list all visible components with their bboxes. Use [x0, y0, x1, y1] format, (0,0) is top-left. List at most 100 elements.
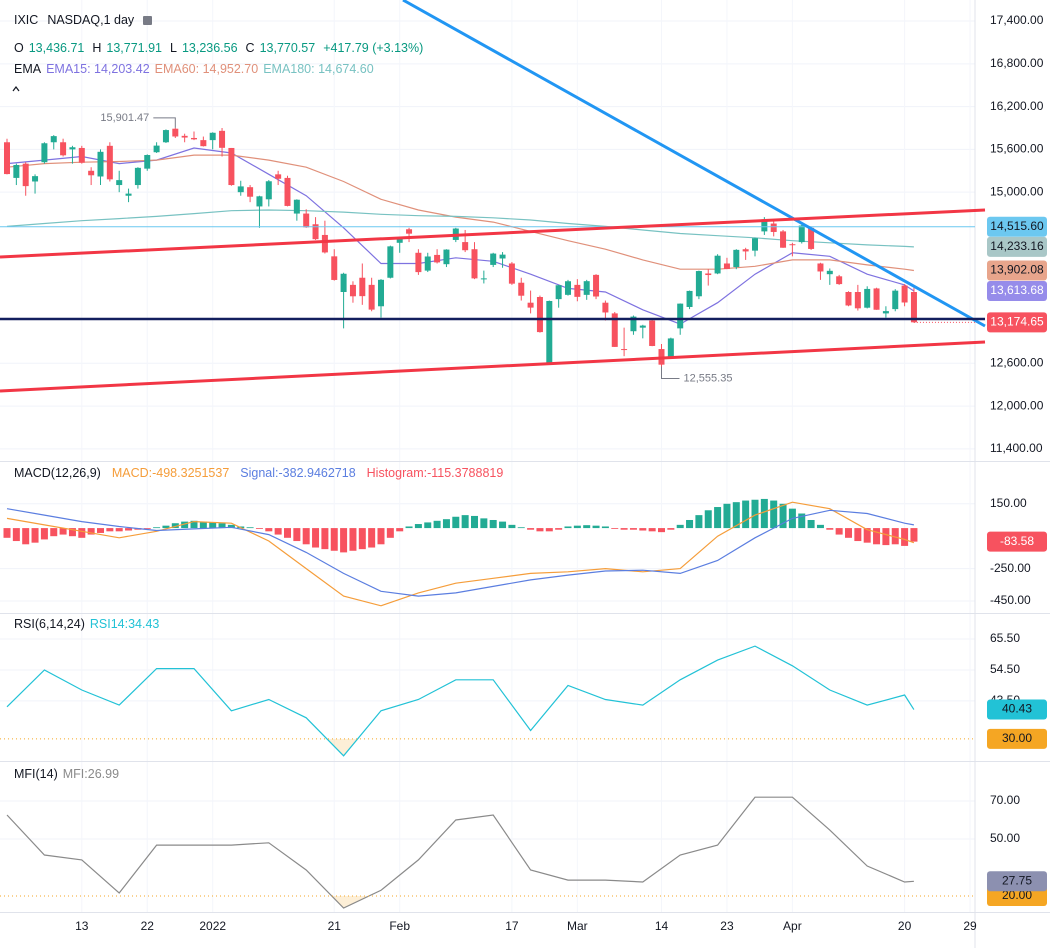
candle-body — [415, 252, 422, 273]
indicator-line — [6, 645, 915, 757]
histogram-bar — [31, 528, 39, 543]
histogram-bar — [704, 510, 712, 529]
candle-body — [508, 263, 515, 284]
histogram-bar — [78, 528, 86, 538]
histogram-bar — [517, 527, 525, 529]
histogram-bar — [115, 528, 123, 532]
x-tick-label: Feb — [389, 919, 410, 933]
histogram-bar — [910, 528, 918, 542]
candle-body — [826, 270, 833, 275]
candle-body — [32, 176, 39, 182]
histogram-bar — [97, 528, 104, 533]
candle-body — [256, 196, 263, 207]
histogram-bar — [312, 528, 320, 548]
histogram-bar — [527, 528, 535, 530]
price-tag — [987, 216, 1047, 237]
candle-body — [228, 147, 235, 186]
candle-body — [378, 279, 384, 307]
candle-body — [611, 313, 618, 347]
candle-body — [705, 273, 712, 276]
candle-body — [639, 325, 646, 328]
candle-body — [396, 238, 403, 243]
price-tag — [987, 236, 1047, 257]
candle-body — [565, 281, 571, 295]
histogram-bar — [255, 528, 263, 529]
histogram-bar — [87, 528, 95, 535]
candle-body — [237, 186, 244, 193]
histogram-bar — [162, 525, 170, 529]
y-tick-label: 11,400.00 — [990, 441, 1043, 455]
price-tag-label: 14,233.16 — [990, 239, 1044, 253]
candle-body — [69, 147, 76, 150]
histogram-bar — [218, 523, 226, 529]
candle-body — [471, 249, 478, 279]
histogram-legend: Histogram:-115.3788819 — [366, 466, 504, 480]
ohlc-legend: O 13,436.71 H 13,771.91 L 13,236.56 C 13,770.57… — [14, 41, 423, 55]
marks — [0, 117, 975, 909]
x-tick-label: 29 — [963, 919, 977, 933]
histogram-bar — [742, 500, 750, 529]
y-tick-label: 50.00 — [990, 831, 1020, 845]
x-tick-label: 20 — [898, 919, 912, 933]
candle-body — [882, 311, 889, 314]
candle-body — [546, 300, 553, 364]
histogram-bar — [50, 528, 58, 537]
x-tick-label: Apr — [783, 919, 802, 933]
candle-body — [808, 227, 815, 249]
histogram-bar — [620, 528, 628, 530]
candle-body — [752, 238, 758, 251]
histogram-bar — [424, 522, 432, 529]
candle-body — [162, 130, 169, 143]
histogram-bar — [648, 528, 656, 532]
histogram-bar — [293, 528, 301, 542]
histogram-bar — [798, 513, 806, 529]
y-tick-label: 70.00 — [990, 793, 1020, 807]
histogram-bar — [676, 524, 684, 529]
x-tick-label: Mar — [567, 919, 588, 933]
collapse-icon[interactable] — [12, 86, 20, 92]
candle-body — [892, 290, 899, 310]
histogram-bar — [452, 516, 460, 529]
ohlc-key: O — [14, 41, 24, 55]
channel-line — [0, 208, 986, 259]
indicator-line — [6, 501, 915, 607]
histogram-bar — [106, 528, 114, 532]
candle-body — [349, 284, 356, 297]
channel-line — [0, 340, 986, 393]
price-tag — [987, 312, 1047, 333]
candle-body — [817, 263, 824, 272]
histogram-bar — [12, 528, 20, 542]
candle-body — [191, 137, 197, 140]
mfi-title: MFI(14) — [14, 767, 58, 781]
ema-legend-item: EMA180: 14,674.60 — [263, 62, 374, 76]
histogram-bar — [330, 528, 338, 551]
details-icon[interactable] — [143, 15, 153, 25]
histogram-bar — [732, 502, 740, 529]
candle-body — [630, 316, 637, 332]
x-tick-label: 14 — [655, 919, 669, 933]
candle-body — [340, 273, 347, 293]
histogram-bar — [873, 528, 881, 545]
histogram-bar — [639, 528, 647, 531]
symbol-header: IXIC NASDAQ,1 day — [14, 13, 153, 27]
candle-body — [153, 145, 160, 153]
histogram-bar — [629, 528, 637, 530]
candle-body — [649, 320, 656, 346]
price-tag — [987, 728, 1047, 749]
x-tick-label: 22 — [141, 919, 155, 933]
rsi-legend-item: RSI14:34.43 — [89, 617, 160, 631]
price-tag-label: 20.00 — [1002, 888, 1032, 902]
ema-legend-item: EMA15: 14,203.42 — [46, 62, 150, 76]
candle-body — [312, 224, 319, 240]
candle-body — [667, 338, 674, 358]
ohlc-value: 13,770.57 — [259, 41, 316, 55]
ohlc-key: L — [169, 41, 177, 55]
y-tick-label: -250.00 — [990, 561, 1031, 575]
candle-body — [873, 288, 880, 310]
histogram-bar — [536, 528, 544, 532]
price-tag-label: 30.00 — [1002, 731, 1032, 745]
candle-body — [527, 302, 534, 308]
candle-body — [13, 165, 20, 178]
y-tick-label: 16,800.00 — [990, 56, 1044, 70]
